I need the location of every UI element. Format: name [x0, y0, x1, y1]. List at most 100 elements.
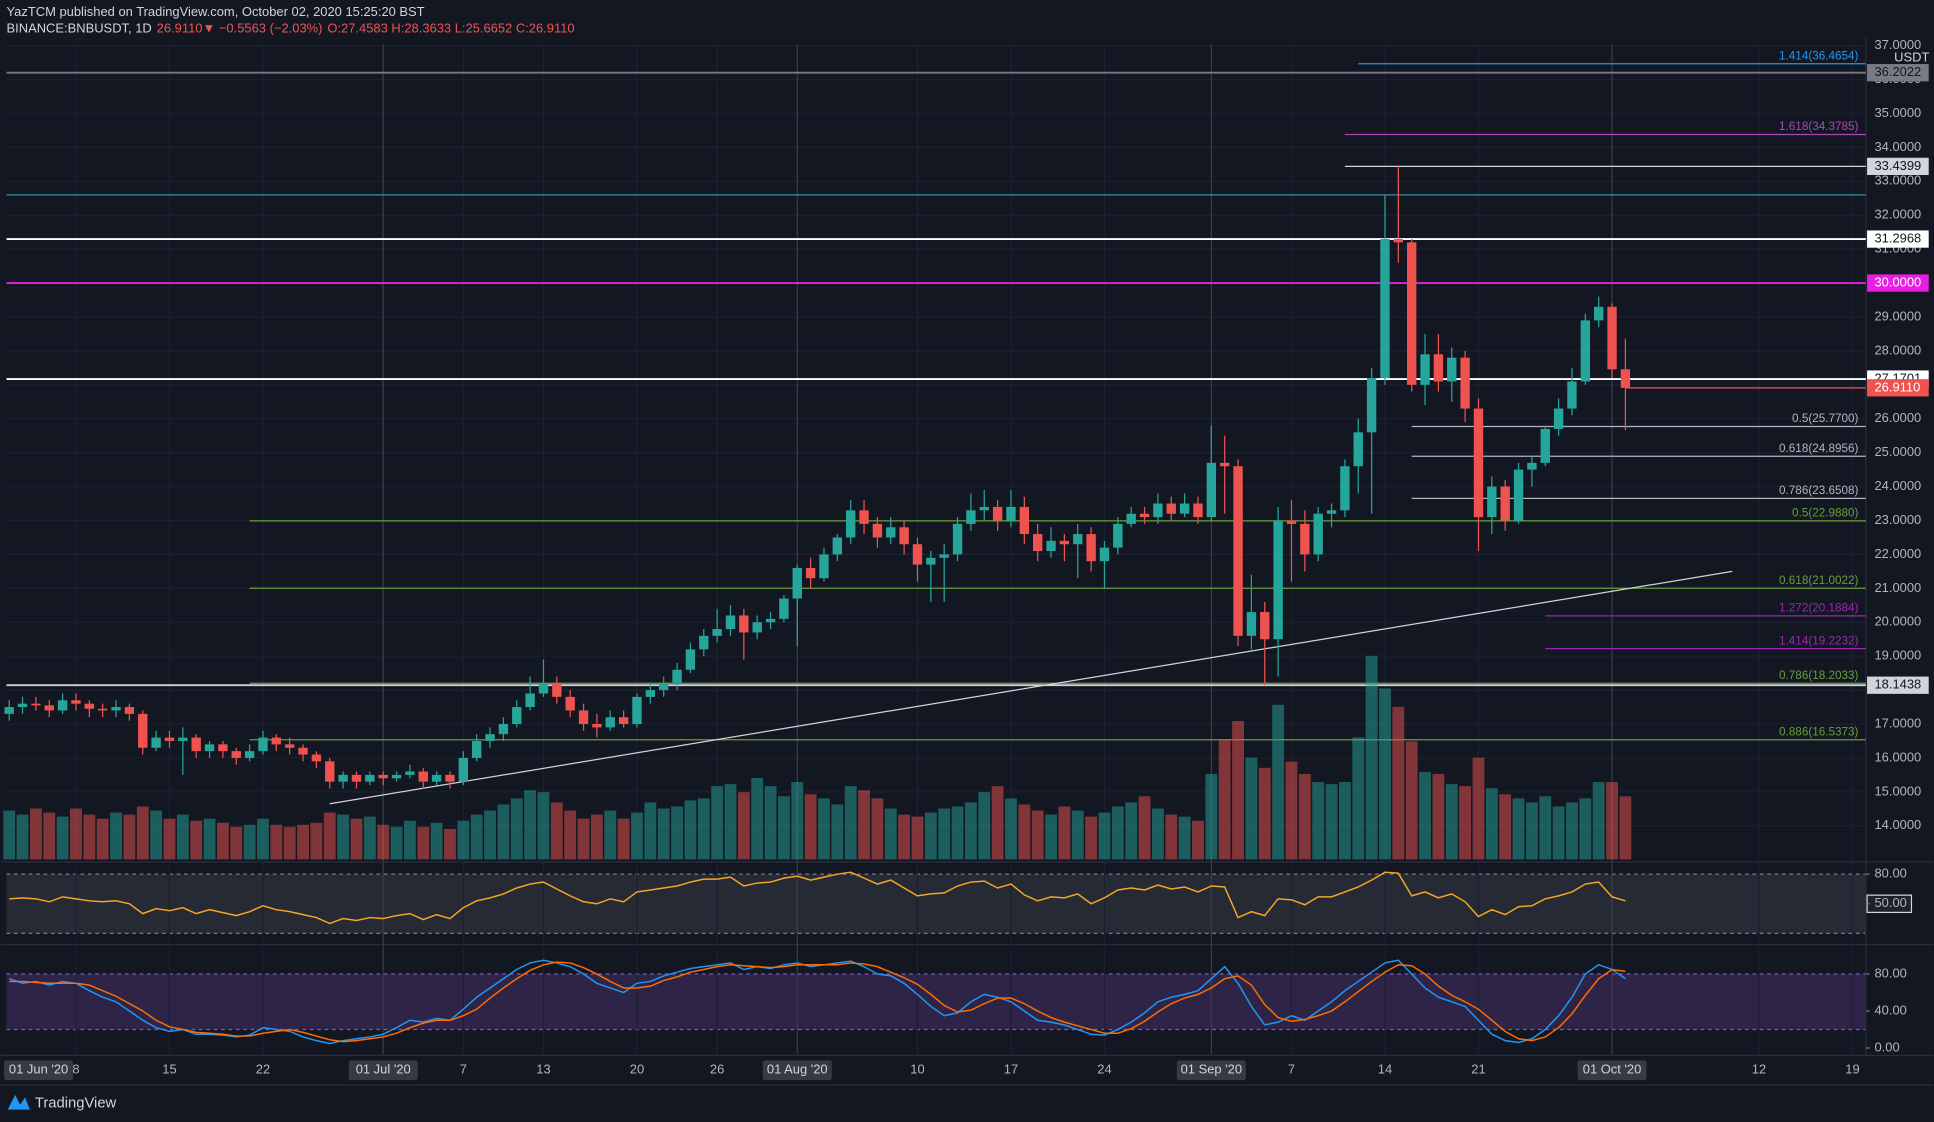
candle-body [231, 751, 241, 758]
candle-body [739, 615, 749, 633]
volume-bar [671, 806, 683, 860]
x-tick-label: 7 [1288, 1062, 1295, 1077]
candle-body [1500, 486, 1510, 521]
candle-body [1300, 523, 1310, 555]
x-tick-label: 13 [536, 1062, 550, 1077]
y-tick-label: 34.0000 [1874, 139, 1921, 154]
rsi-band [6, 874, 1866, 934]
candle-body [872, 523, 883, 538]
candle-body [952, 523, 963, 555]
volume-bar [1512, 798, 1525, 860]
volume-bar [203, 818, 216, 860]
x-tick-label: 19 [1845, 1062, 1859, 1077]
price-label: 18.1438 [1874, 677, 1921, 692]
volume-bar [844, 786, 857, 860]
candle-body [1059, 540, 1070, 545]
candle-body [1527, 462, 1537, 470]
fib-label: 1.618(34.3785) [1779, 120, 1858, 133]
volume-bar [29, 808, 42, 860]
volume-bar [978, 792, 991, 860]
candle-body [1260, 612, 1270, 640]
candle-body [1246, 612, 1257, 636]
trendline [329, 570, 1733, 805]
volume-bar [403, 820, 416, 860]
candle-body [912, 544, 923, 565]
candle-body [1540, 428, 1550, 463]
volume-bar [176, 814, 189, 860]
candle-body [458, 757, 469, 782]
volume-bar [1472, 757, 1485, 860]
volume-bar [1098, 812, 1111, 860]
currency-label: USDT [1894, 49, 1929, 64]
volume-bar [1552, 806, 1565, 860]
y-tick-label: 17.0000 [1874, 715, 1921, 730]
candle-body [271, 737, 282, 745]
candle-body [712, 629, 722, 636]
candle-body [1073, 534, 1083, 545]
candle-body [325, 761, 335, 782]
volume-bar [537, 792, 550, 860]
volume-bar [83, 814, 96, 860]
candle-body [966, 510, 976, 524]
candle-body [378, 774, 388, 779]
footer-brand: TradingView [35, 1095, 117, 1111]
volume-bar [257, 818, 269, 860]
volume-bar [898, 814, 911, 860]
fib-label: 0.786(18.2033) [1779, 669, 1858, 682]
volume-bar [377, 824, 390, 860]
price-label: 31.2968 [1874, 230, 1921, 245]
candle-body [992, 506, 1003, 521]
volume-bar [938, 808, 951, 860]
x-tick-label: 17 [1004, 1062, 1018, 1077]
volume-bar [1619, 796, 1632, 860]
volume-bar [777, 796, 790, 860]
volume-bar [457, 820, 470, 860]
volume-bar [1031, 810, 1044, 860]
candle-body [445, 774, 455, 782]
fib-label: 0.886(16.5373) [1779, 725, 1858, 738]
candle-body [1420, 354, 1430, 385]
price-label-box [1867, 157, 1929, 176]
candle-body [1006, 506, 1016, 521]
candle-body [1166, 503, 1176, 514]
candle-body [1313, 513, 1323, 555]
y-tick-label: 29.0000 [1874, 308, 1921, 323]
candle-body [1286, 520, 1297, 524]
fib-label: 1.414(36.4654) [1779, 49, 1858, 62]
volume-bar [657, 808, 670, 860]
volume-bar [323, 812, 336, 860]
volume-bar [751, 778, 764, 860]
volume-bar [444, 828, 456, 860]
candle-body [1567, 381, 1577, 409]
candle-body [792, 567, 802, 599]
price-label: 26.9110 [1874, 379, 1920, 394]
candle-body [525, 693, 535, 708]
candle-body [391, 774, 402, 779]
price-label-box [1867, 64, 1929, 82]
price-label: 30.0000 [1874, 274, 1921, 289]
volume-bar [16, 814, 29, 860]
candle-body [1380, 238, 1390, 379]
fib-label: 0.786(23.6508) [1779, 484, 1858, 497]
y-tick-label: 28.0000 [1874, 342, 1921, 357]
x-tick-label: 01 Oct '20 [1583, 1062, 1642, 1077]
x-tick-label: 01 Aug '20 [767, 1062, 828, 1077]
volume-bar [363, 816, 376, 860]
candle-body [1513, 469, 1524, 521]
y-tick-label: 37.0000 [1874, 37, 1921, 52]
candle-body [512, 707, 522, 725]
volume-bar [43, 812, 56, 860]
candle-body [84, 703, 95, 709]
volume-bar [964, 802, 977, 860]
volume-bar [1085, 816, 1098, 860]
symbol-line: BINANCE:BNBUSDT, 1D 26.9110▼ −0.5563 (−2.… [7, 21, 575, 36]
fib-label: 0.5(22.9880) [1792, 507, 1858, 520]
candle-body [725, 615, 736, 630]
candle-body [1353, 432, 1363, 467]
volume-bar [310, 822, 323, 860]
volume-bar [1379, 688, 1391, 860]
candle-body [752, 622, 762, 633]
candle-body [98, 708, 108, 711]
volume-bar [550, 802, 563, 860]
